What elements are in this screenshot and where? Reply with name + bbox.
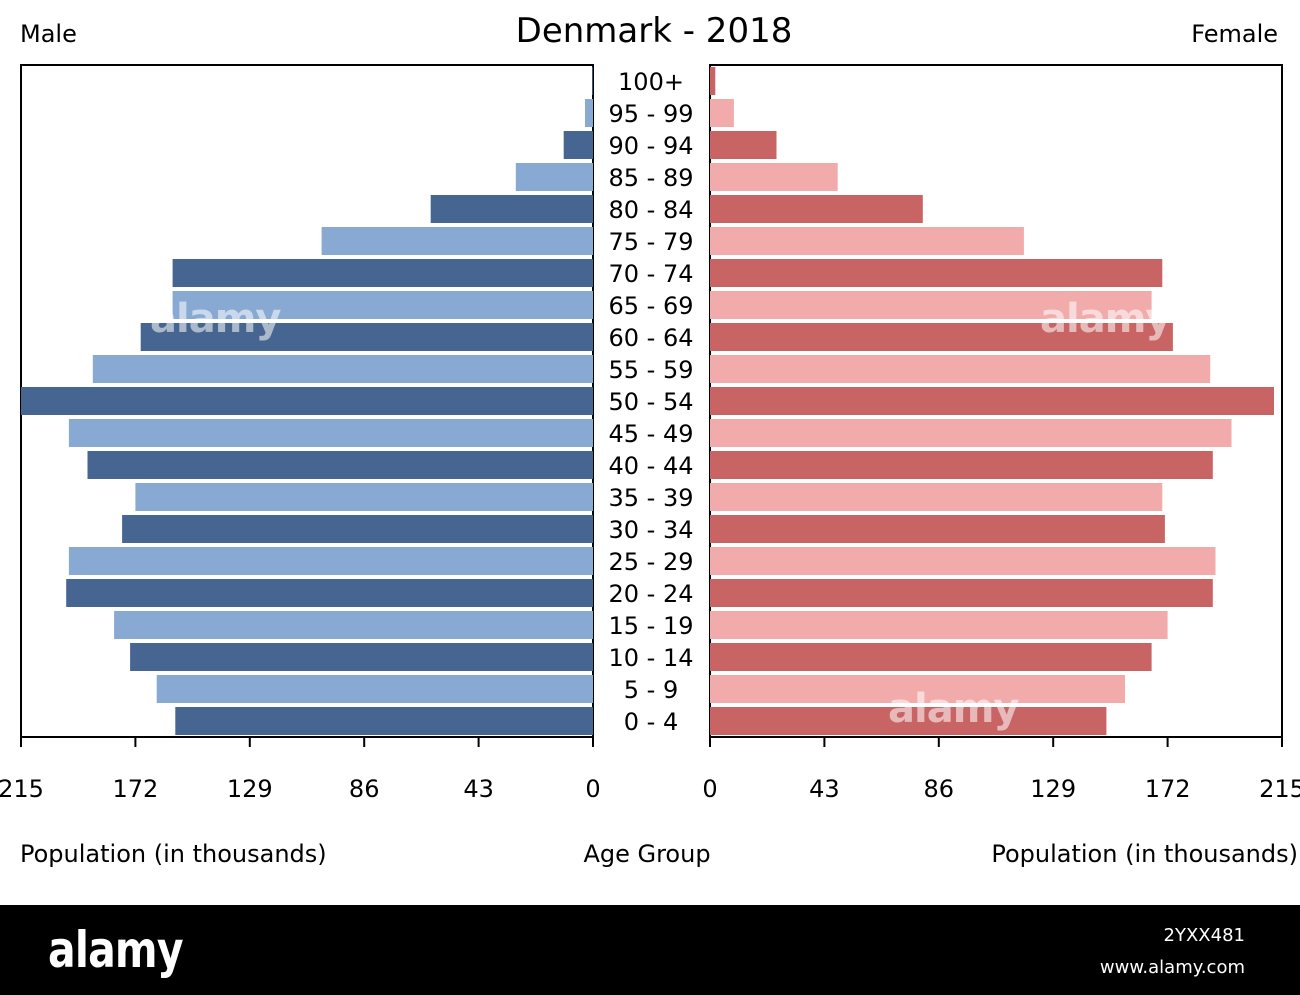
age-group-label: 60 - 64 — [609, 324, 694, 352]
male-bar — [175, 707, 594, 735]
bars-layer — [21, 67, 1274, 735]
male-bar — [135, 483, 593, 511]
female-bar — [710, 131, 777, 159]
age-group-label: 40 - 44 — [609, 452, 694, 480]
age-group-label: 20 - 24 — [609, 580, 694, 608]
age-group-label: 35 - 39 — [609, 484, 694, 512]
female-x-tick-label: 0 — [702, 775, 717, 803]
female-bar — [710, 387, 1274, 415]
male-bar — [68, 547, 593, 575]
age-group-label: 100+ — [618, 68, 684, 96]
age-group-label: 95 - 99 — [609, 100, 694, 128]
male-bar — [563, 131, 593, 159]
male-x-axis-title: Population (in thousands) — [20, 840, 327, 868]
male-bar — [140, 323, 593, 351]
male-bar — [130, 643, 593, 671]
female-x-tick-label: 129 — [1030, 775, 1076, 803]
age-group-label: 0 - 4 — [624, 708, 678, 736]
male-bar — [156, 675, 593, 703]
age-group-label: 30 - 34 — [609, 516, 694, 544]
male-bar — [87, 451, 593, 479]
male-bar — [114, 611, 593, 639]
stock-banner: alamy 2YXX481 www.alamy.com — [0, 905, 1300, 995]
female-bar — [710, 579, 1213, 607]
female-bar — [710, 643, 1152, 671]
female-bar — [710, 67, 716, 95]
banner-logo: alamy — [48, 921, 184, 979]
male-x-tick-label: 172 — [112, 775, 158, 803]
female-bar — [710, 547, 1216, 575]
age-group-label: 10 - 14 — [609, 644, 694, 672]
female-bar — [710, 163, 838, 191]
chart-title: Denmark - 2018 — [516, 11, 793, 51]
male-bar — [592, 67, 593, 95]
age-group-label: 85 - 89 — [609, 164, 694, 192]
male-bar — [92, 355, 594, 383]
age-group-label: 50 - 54 — [609, 388, 694, 416]
age-group-axis-title: Age Group — [583, 840, 710, 868]
age-group-label: 45 - 49 — [609, 420, 694, 448]
male-x-tick-label: 0 — [585, 775, 600, 803]
male-bar — [68, 419, 593, 447]
age-group-label: 70 - 74 — [609, 260, 694, 288]
male-bar — [122, 515, 593, 543]
female-x-tick-label: 172 — [1145, 775, 1191, 803]
female-bar — [710, 419, 1232, 447]
age-group-label: 55 - 59 — [609, 356, 694, 384]
age-group-label: 15 - 19 — [609, 612, 694, 640]
ticks-layer: 0 0 43 43 86 86 129 129 172 172 215 215 — [0, 737, 1300, 803]
female-bar — [710, 451, 1213, 479]
male-bar — [321, 227, 593, 255]
banner-url: www.alamy.com — [1099, 957, 1245, 978]
female-bar — [710, 355, 1211, 383]
male-x-tick-label: 86 — [349, 775, 380, 803]
chart-svg: Denmark - 2018 Male Female 0 - 4 5 - 9 10 … — [0, 11, 1300, 868]
age-group-label: 65 - 69 — [609, 292, 694, 320]
age-labels-layer: 0 - 4 5 - 9 10 - 14 15 - 19 20 - 24 25 - 29 30… — [609, 68, 694, 736]
female-x-tick-label: 215 — [1259, 775, 1300, 803]
male-bar — [585, 99, 593, 127]
age-group-label: 5 - 9 — [624, 676, 678, 704]
female-bar — [710, 323, 1173, 351]
image-id: 2YXX481 — [1163, 925, 1245, 946]
male-bar — [172, 259, 593, 287]
female-bar — [710, 291, 1152, 319]
male-bar — [515, 163, 593, 191]
male-x-tick-label: 43 — [463, 775, 494, 803]
male-x-tick-label: 215 — [0, 775, 44, 803]
female-bar — [710, 611, 1168, 639]
male-bar — [430, 195, 593, 223]
male-label: Male — [20, 20, 77, 48]
female-bar — [710, 99, 734, 127]
female-bar — [710, 227, 1024, 255]
age-group-label: 80 - 84 — [609, 196, 694, 224]
female-bar — [710, 483, 1163, 511]
female-bar — [710, 195, 923, 223]
female-bar — [710, 675, 1125, 703]
male-bar — [172, 291, 593, 319]
female-bar — [710, 259, 1163, 287]
age-group-label: 75 - 79 — [609, 228, 694, 256]
male-bar — [21, 387, 593, 415]
female-x-tick-label: 43 — [809, 775, 840, 803]
female-bar — [710, 707, 1107, 735]
male-bar — [66, 579, 593, 607]
female-x-axis-title: Population (in thousands) — [991, 840, 1298, 868]
female-x-tick-label: 86 — [924, 775, 955, 803]
age-group-label: 25 - 29 — [609, 548, 694, 576]
age-group-label: 90 - 94 — [609, 132, 694, 160]
female-bar — [710, 515, 1165, 543]
male-x-tick-label: 129 — [227, 775, 273, 803]
female-label: Female — [1191, 20, 1278, 48]
